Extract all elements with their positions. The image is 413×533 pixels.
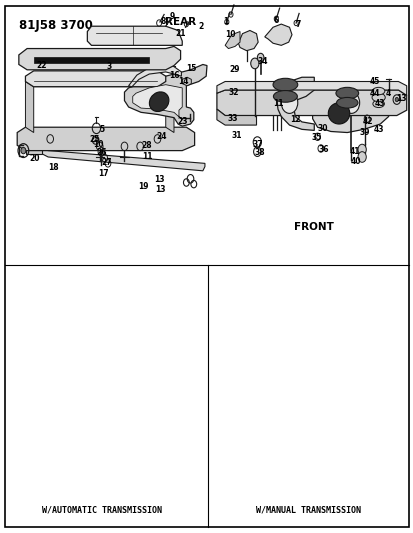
Text: 31: 31	[231, 131, 241, 140]
Text: 5: 5	[100, 125, 104, 134]
Text: 8: 8	[161, 18, 166, 27]
Polygon shape	[124, 64, 206, 126]
Polygon shape	[25, 82, 33, 133]
Text: 34: 34	[257, 57, 268, 66]
Polygon shape	[17, 127, 194, 151]
Ellipse shape	[336, 98, 357, 108]
Polygon shape	[33, 57, 149, 63]
Text: 17: 17	[97, 169, 108, 179]
Text: 24: 24	[156, 132, 166, 141]
Ellipse shape	[335, 87, 358, 99]
Text: 27: 27	[101, 158, 112, 167]
Text: 44: 44	[369, 88, 380, 98]
Text: 33: 33	[227, 114, 237, 123]
Text: 10: 10	[224, 30, 235, 39]
Text: 4: 4	[385, 88, 390, 98]
Polygon shape	[26, 149, 42, 154]
Polygon shape	[42, 148, 204, 171]
Ellipse shape	[272, 78, 297, 91]
Polygon shape	[216, 90, 406, 116]
Text: REAR: REAR	[164, 17, 195, 27]
Text: 12: 12	[290, 115, 300, 124]
Text: 35: 35	[311, 133, 321, 142]
Text: 81J58 3700: 81J58 3700	[19, 19, 92, 31]
Polygon shape	[216, 82, 406, 95]
Polygon shape	[128, 64, 181, 87]
Text: 43: 43	[373, 125, 383, 134]
Text: 36: 36	[318, 145, 329, 154]
Ellipse shape	[371, 93, 385, 102]
Text: 22: 22	[36, 61, 46, 70]
Text: 40: 40	[350, 157, 361, 166]
Text: 11: 11	[272, 99, 282, 108]
Text: 37: 37	[252, 140, 263, 149]
Text: 13: 13	[154, 175, 164, 184]
Text: 3: 3	[106, 62, 111, 71]
Ellipse shape	[372, 87, 384, 95]
Text: 39: 39	[358, 128, 369, 137]
Circle shape	[21, 148, 26, 154]
Text: 21: 21	[175, 29, 185, 38]
Text: 25: 25	[89, 135, 100, 144]
Polygon shape	[264, 24, 291, 45]
Polygon shape	[312, 94, 390, 133]
Polygon shape	[133, 85, 182, 120]
Polygon shape	[25, 71, 165, 87]
Text: W/MANUAL TRANSMISSION: W/MANUAL TRANSMISSION	[255, 505, 360, 514]
Text: 42: 42	[362, 117, 372, 126]
Text: 32: 32	[228, 87, 239, 96]
Circle shape	[357, 152, 366, 163]
Ellipse shape	[328, 103, 349, 124]
Polygon shape	[87, 26, 182, 45]
Text: 20: 20	[29, 154, 40, 163]
Ellipse shape	[372, 100, 384, 108]
Text: 10: 10	[93, 140, 104, 149]
Polygon shape	[182, 77, 191, 86]
Text: 13: 13	[155, 185, 166, 195]
Text: 9: 9	[169, 12, 174, 21]
Circle shape	[394, 98, 397, 102]
Text: 26: 26	[96, 148, 107, 157]
Polygon shape	[225, 31, 240, 49]
Circle shape	[342, 92, 359, 114]
Text: 13: 13	[396, 94, 406, 103]
Text: 41: 41	[349, 147, 359, 156]
Text: 6: 6	[273, 16, 278, 25]
Polygon shape	[216, 109, 256, 125]
Circle shape	[257, 53, 263, 62]
Text: 23: 23	[177, 117, 187, 126]
Text: 43: 43	[374, 99, 385, 108]
Text: W/AUTOMATIC TRANSMISSION: W/AUTOMATIC TRANSMISSION	[42, 505, 161, 514]
Text: 11: 11	[142, 152, 152, 161]
Ellipse shape	[273, 91, 297, 102]
Text: 45: 45	[369, 77, 380, 86]
Ellipse shape	[149, 92, 169, 111]
Text: FRONT: FRONT	[294, 222, 333, 232]
Text: 2: 2	[198, 22, 203, 31]
Text: 7: 7	[294, 20, 300, 29]
Text: 15: 15	[186, 64, 196, 73]
Text: 1: 1	[223, 18, 228, 27]
Text: 19: 19	[138, 182, 148, 191]
Text: 16: 16	[169, 70, 180, 79]
Text: 30: 30	[316, 124, 327, 133]
Text: 18: 18	[48, 163, 59, 172]
Circle shape	[280, 92, 297, 114]
Text: 38: 38	[254, 148, 264, 157]
Text: 29: 29	[228, 66, 239, 74]
Polygon shape	[165, 82, 173, 133]
Circle shape	[357, 144, 366, 155]
Circle shape	[250, 58, 259, 69]
Text: 28: 28	[141, 141, 152, 150]
Polygon shape	[276, 77, 313, 131]
Polygon shape	[238, 30, 258, 51]
Polygon shape	[19, 46, 180, 70]
Text: 14: 14	[178, 77, 188, 86]
